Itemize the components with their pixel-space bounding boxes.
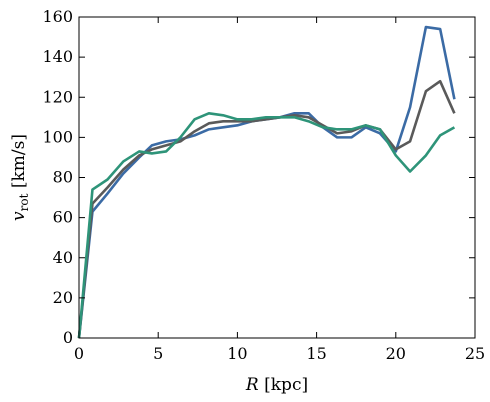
y-tick-label: 100 bbox=[42, 127, 73, 146]
x-tick-label: 25 bbox=[465, 344, 485, 363]
y-tick-label: 140 bbox=[42, 47, 73, 66]
series-line-1 bbox=[77, 25, 456, 339]
y-tick-label: 120 bbox=[42, 87, 73, 106]
y-tick-label: 0 bbox=[63, 328, 73, 347]
series-line-2 bbox=[77, 79, 456, 339]
y-tick-label: 20 bbox=[53, 288, 73, 307]
x-tick-label: 0 bbox=[74, 344, 84, 363]
ticks-layer: 0 5 10 15 20 25 0 20 40 60 80 100 120 140 160 bbox=[42, 7, 485, 363]
x-tick-label: 20 bbox=[386, 344, 406, 363]
y-axis-label: vrot [km/s] bbox=[9, 134, 31, 221]
y-tick-label: 80 bbox=[53, 168, 73, 187]
x-axis-label: R [kpc] bbox=[245, 375, 308, 395]
y-tick-label: 40 bbox=[53, 248, 73, 267]
x-tick-label: 10 bbox=[227, 344, 247, 363]
plot-frame bbox=[78, 16, 476, 339]
y-tick-label: 60 bbox=[53, 208, 73, 227]
series-line-3 bbox=[77, 112, 456, 339]
x-tick-label: 5 bbox=[153, 344, 163, 363]
x-tick-label: 15 bbox=[306, 344, 326, 363]
y-tick-label: 160 bbox=[42, 7, 73, 26]
series-layer bbox=[77, 25, 456, 339]
